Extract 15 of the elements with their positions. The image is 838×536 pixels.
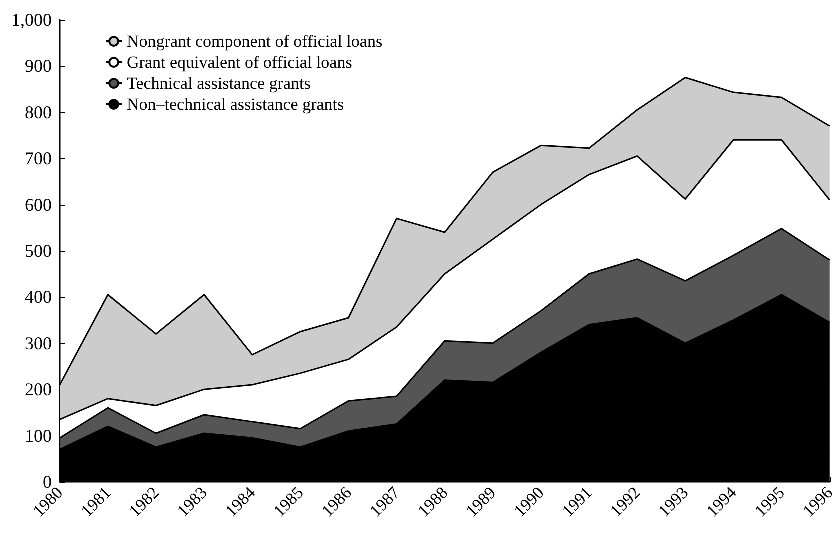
y-tick-label: 0 bbox=[43, 472, 52, 492]
y-tick-label: 300 bbox=[25, 333, 52, 354]
legend-label: Grant equivalent of official loans bbox=[127, 53, 352, 72]
y-tick-label: 400 bbox=[25, 287, 52, 308]
y-tick-label: 600 bbox=[25, 194, 52, 215]
y-tick-label: 800 bbox=[25, 102, 52, 122]
legend-label: Non–technical assistance grants bbox=[127, 95, 344, 114]
y-tick-label: 1,000 bbox=[12, 10, 52, 30]
y-tick-label: 200 bbox=[25, 380, 52, 400]
y-tick-label: 900 bbox=[25, 56, 52, 76]
y-tick-label: 700 bbox=[25, 148, 52, 169]
legend-label: Technical assistance grants bbox=[127, 74, 311, 93]
y-tick-label: 100 bbox=[25, 426, 52, 446]
legend-label: Nongrant component of official loans bbox=[127, 32, 383, 51]
y-tick-label: 500 bbox=[25, 241, 52, 261]
